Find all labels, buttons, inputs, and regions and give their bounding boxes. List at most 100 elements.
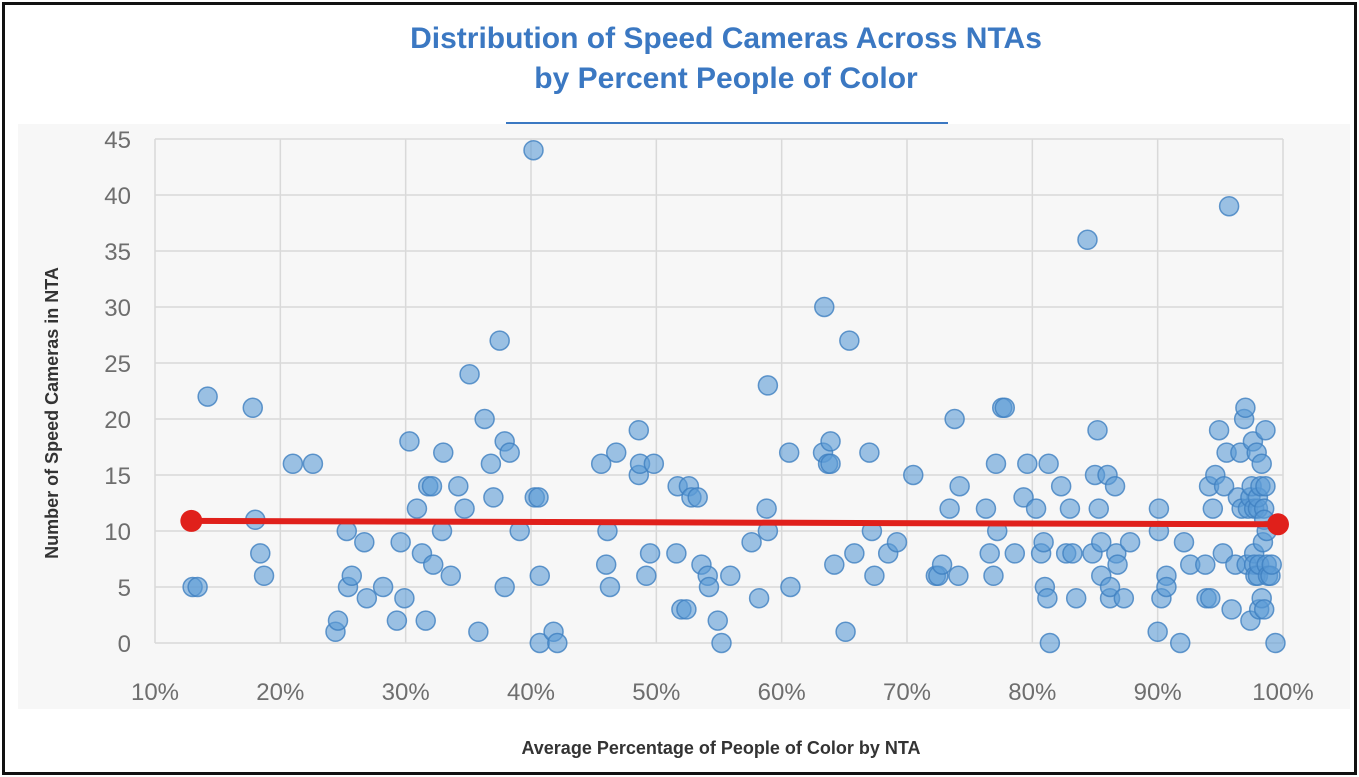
data-point — [778, 442, 800, 463]
y-axis-ticks: 0 5 10 15 20 25 30 35 40 45 — [104, 127, 131, 658]
data-point — [820, 431, 841, 452]
data-point — [599, 576, 621, 598]
data-point — [302, 453, 324, 475]
data-point — [605, 442, 627, 463]
data-point — [1050, 475, 1072, 497]
trend-start-marker — [180, 509, 203, 532]
y-tick-label: 0 — [118, 631, 131, 658]
data-point — [415, 610, 436, 631]
data-point — [372, 576, 394, 598]
data-point — [1039, 632, 1061, 654]
data-point — [676, 599, 697, 620]
data-point — [628, 419, 650, 441]
data-point — [643, 453, 665, 475]
chart-title: Distribution of Speed Cameras Across NTA… — [5, 19, 1359, 99]
data-point — [1261, 554, 1282, 575]
data-point — [529, 565, 551, 587]
x-tick-label: 100% — [1252, 679, 1313, 706]
data-point — [1077, 229, 1098, 251]
data-point — [757, 375, 779, 396]
plot-area-background — [18, 124, 1350, 709]
data-point — [1087, 419, 1108, 441]
data-point — [814, 296, 835, 318]
data-point — [1202, 498, 1224, 519]
data-point — [421, 475, 443, 497]
data-point — [354, 531, 375, 553]
data-point — [595, 554, 617, 575]
data-point — [864, 565, 885, 587]
data-point — [494, 576, 515, 598]
data-point — [636, 565, 657, 587]
data-point — [474, 408, 495, 430]
data-point — [1025, 498, 1047, 519]
chart-title-line-2: by Percent People of Color — [534, 62, 918, 95]
data-point — [242, 397, 264, 419]
y-tick-label: 20 — [104, 407, 131, 434]
data-point — [1062, 543, 1083, 564]
data-point — [824, 554, 845, 575]
data-point — [1255, 419, 1276, 441]
data-point — [711, 632, 732, 654]
data-point — [687, 487, 708, 508]
data-point — [835, 621, 856, 643]
x-tick-label: 40% — [507, 679, 555, 706]
data-point — [483, 487, 504, 508]
data-point — [820, 453, 841, 475]
data-point — [489, 330, 510, 351]
data-point — [859, 442, 880, 463]
data-point — [994, 397, 1016, 419]
data-point — [839, 330, 860, 351]
x-axis-label: Average Percentage of People of Color by… — [521, 738, 920, 758]
data-point — [327, 610, 349, 631]
y-tick-label: 15 — [104, 463, 131, 490]
y-tick-label: 45 — [104, 127, 131, 154]
data-point — [528, 487, 549, 508]
y-tick-label: 35 — [104, 239, 131, 266]
data-point — [948, 565, 969, 587]
data-point — [1038, 453, 1059, 475]
data-point — [250, 543, 271, 564]
data-point — [707, 610, 728, 631]
data-point — [386, 610, 408, 631]
data-point — [886, 531, 908, 553]
data-point — [748, 587, 770, 609]
data-point — [1235, 397, 1256, 419]
y-tick-label: 30 — [104, 295, 131, 322]
data-point — [1113, 587, 1135, 609]
data-point — [1251, 453, 1272, 475]
data-point — [979, 543, 1000, 564]
data-point — [433, 442, 454, 463]
data-point — [1148, 498, 1170, 519]
data-point — [448, 475, 469, 497]
data-point — [698, 576, 720, 598]
y-tick-label: 25 — [104, 351, 131, 378]
data-point — [1169, 632, 1191, 654]
data-point — [459, 363, 480, 385]
data-point — [931, 554, 953, 575]
data-point — [666, 543, 687, 564]
data-point — [949, 475, 970, 497]
data-point — [985, 453, 1007, 475]
data-point — [1265, 632, 1286, 654]
x-tick-label: 10% — [131, 679, 179, 706]
data-point — [1173, 531, 1195, 553]
data-point — [590, 453, 612, 475]
data-point — [390, 531, 411, 553]
data-point — [523, 139, 544, 161]
data-points — [182, 139, 1286, 654]
data-point — [1119, 531, 1141, 553]
data-point — [983, 565, 1004, 587]
data-point — [1004, 543, 1026, 564]
data-point — [1253, 599, 1275, 620]
data-point — [422, 554, 444, 575]
data-point — [468, 621, 489, 643]
chart-title-line-1: Distribution of Speed Cameras Across NTA… — [410, 22, 1042, 55]
data-point — [939, 498, 960, 519]
y-tick-label: 5 — [118, 575, 131, 602]
y-axis-label: Number of Speed Cameras in NTA — [42, 267, 62, 559]
data-point — [1037, 587, 1058, 609]
y-tick-label: 40 — [104, 183, 131, 210]
data-point — [253, 565, 275, 587]
data-point — [756, 498, 777, 519]
data-point — [1218, 195, 1240, 217]
